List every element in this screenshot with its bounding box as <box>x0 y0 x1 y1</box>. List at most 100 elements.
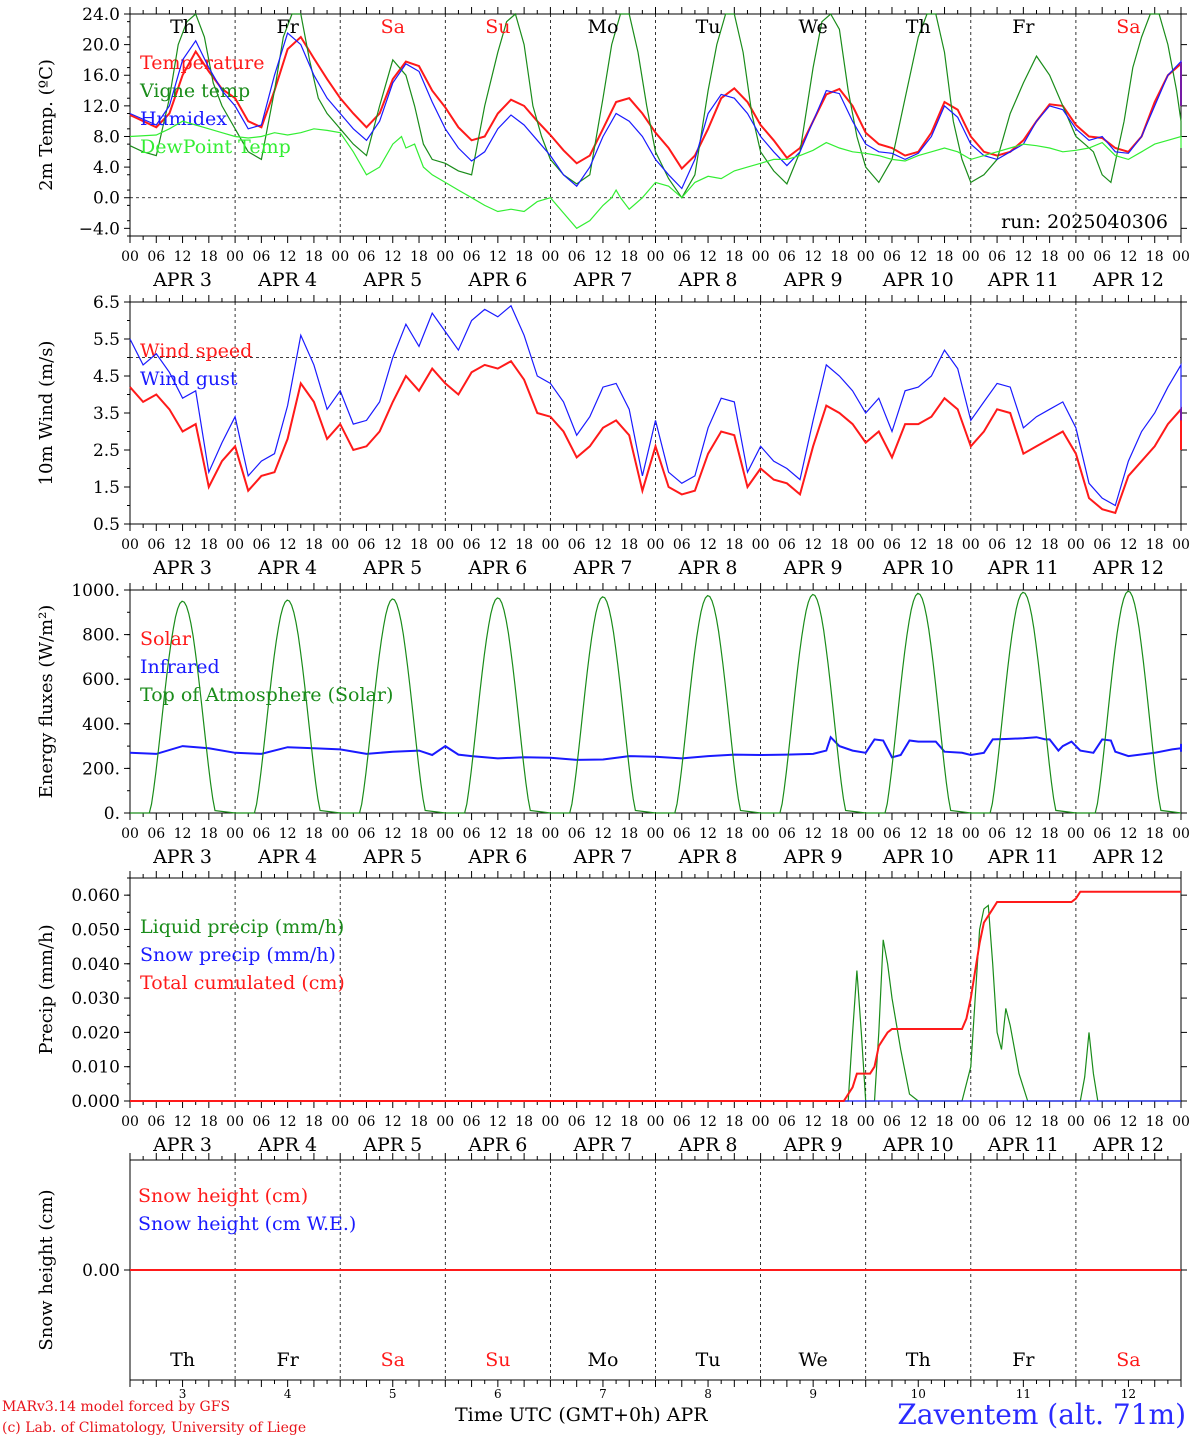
series-line-2 <box>129 32 1182 190</box>
legend-entry-0: Temperature <box>140 52 264 74</box>
date-label: APR 8 <box>678 1134 738 1156</box>
date-label: APR 9 <box>783 557 843 579</box>
hour-label: 06 <box>883 537 901 553</box>
day-number: 6 <box>494 1387 502 1401</box>
date-label: APR 7 <box>572 1134 632 1156</box>
date-label: APR 6 <box>467 557 527 579</box>
y-tick-label: 20.0 <box>82 36 120 56</box>
hour-label: 12 <box>804 249 822 265</box>
hour-label: 00 <box>226 1114 244 1130</box>
weekday-label: We <box>799 1349 828 1371</box>
hour-label: 06 <box>673 249 691 265</box>
hour-label: 00 <box>752 537 770 553</box>
weekday-label: Sa <box>381 16 405 38</box>
date-label: APR 7 <box>572 269 632 291</box>
hour-label: 12 <box>909 826 927 842</box>
weekday-label: Fr <box>1012 16 1035 38</box>
hour-label: 06 <box>463 826 481 842</box>
hour-label: 00 <box>436 249 454 265</box>
hour-label: 18 <box>725 1114 743 1130</box>
hour-label: 06 <box>358 826 376 842</box>
hour-label: 18 <box>410 1114 428 1130</box>
hour-label: 00 <box>226 826 244 842</box>
legend-entry-0: Snow height (cm) <box>138 1185 308 1207</box>
hour-label: 06 <box>988 537 1006 553</box>
hour-label: 18 <box>515 1114 533 1130</box>
y-tick-label: 1000. <box>71 581 120 601</box>
day-number: 11 <box>1016 1387 1031 1401</box>
legend-entry-1: Wind gust <box>140 368 238 390</box>
hour-label: 12 <box>699 249 717 265</box>
weekday-label: Th <box>170 1349 195 1371</box>
y-tick-label: 0.050 <box>71 920 120 940</box>
weekday-label: Mo <box>587 16 618 38</box>
y-axis-label: 2m Temp. (ºC) <box>36 59 57 191</box>
date-label: APR 10 <box>882 557 954 579</box>
hour-label: 18 <box>936 249 954 265</box>
legend-entry-2: Top of Atmosphere (Solar) <box>140 684 393 706</box>
legend-entry-0: Liquid precip (mm/h) <box>140 916 344 938</box>
hour-label: 06 <box>778 826 796 842</box>
hour-label: 06 <box>252 537 270 553</box>
hour-label: 18 <box>305 826 323 842</box>
weekday-label: Th <box>906 1349 931 1371</box>
hour-label: 12 <box>1120 826 1138 842</box>
date-label: APR 12 <box>1092 269 1164 291</box>
hour-label: 06 <box>252 1114 270 1130</box>
hour-label: 06 <box>358 1114 376 1130</box>
y-tick-label: 4.0 <box>93 158 120 178</box>
hour-label: 12 <box>489 249 507 265</box>
hour-label: 12 <box>1120 537 1138 553</box>
legend-entry-1: Vigne temp <box>139 80 250 102</box>
hour-label: 00 <box>436 826 454 842</box>
hour-label: 00 <box>752 826 770 842</box>
hour-label: 00 <box>121 537 139 553</box>
weekday-label: We <box>799 16 828 38</box>
hour-label: 00 <box>857 826 875 842</box>
hour-label: 00 <box>647 537 665 553</box>
hour-label: 12 <box>1014 537 1032 553</box>
legend-entry-1: Infrared <box>140 656 220 678</box>
y-tick-label: 16.0 <box>82 66 120 86</box>
hour-label: 12 <box>279 1114 297 1130</box>
hour-label: 06 <box>463 249 481 265</box>
hour-label: 00 <box>1067 537 1085 553</box>
hour-label: 06 <box>568 1114 586 1130</box>
hour-label: 00 <box>541 1114 559 1130</box>
hour-label: 00 <box>331 537 349 553</box>
date-label: APR 9 <box>783 1134 843 1156</box>
hour-label: 06 <box>1093 249 1111 265</box>
y-tick-label: 24.0 <box>82 5 120 25</box>
y-tick-label: 0.000 <box>71 1092 120 1112</box>
weekday-label: Mo <box>587 1349 618 1371</box>
series-line-0 <box>129 359 1182 515</box>
hour-label: 12 <box>804 826 822 842</box>
hour-label: 06 <box>252 826 270 842</box>
hour-label: 18 <box>725 826 743 842</box>
hour-label: 12 <box>594 826 612 842</box>
weekday-label: Sa <box>381 1349 405 1371</box>
date-label: APR 5 <box>362 1134 422 1156</box>
date-label: APR 12 <box>1092 1134 1164 1156</box>
hour-label: 12 <box>384 826 402 842</box>
day-number: 8 <box>704 1387 712 1401</box>
day-number: 10 <box>911 1387 926 1401</box>
date-label: APR 3 <box>152 269 212 291</box>
hour-label: 12 <box>909 249 927 265</box>
hour-label: 12 <box>1014 1114 1032 1130</box>
hour-label: 12 <box>384 1114 402 1130</box>
hour-label: 00 <box>121 1114 139 1130</box>
hour-label: 00 <box>331 249 349 265</box>
date-label: APR 9 <box>783 846 843 868</box>
hour-label: 12 <box>1014 826 1032 842</box>
date-label: APR 12 <box>1092 557 1164 579</box>
hour-label: 00 <box>857 1114 875 1130</box>
y-tick-label: 0.040 <box>71 955 120 975</box>
hour-label: 12 <box>174 249 192 265</box>
date-label: APR 10 <box>882 269 954 291</box>
hour-label: 18 <box>620 826 638 842</box>
hour-label: 18 <box>1146 826 1164 842</box>
hour-label: 18 <box>1041 826 1059 842</box>
hour-label: 18 <box>305 1114 323 1130</box>
